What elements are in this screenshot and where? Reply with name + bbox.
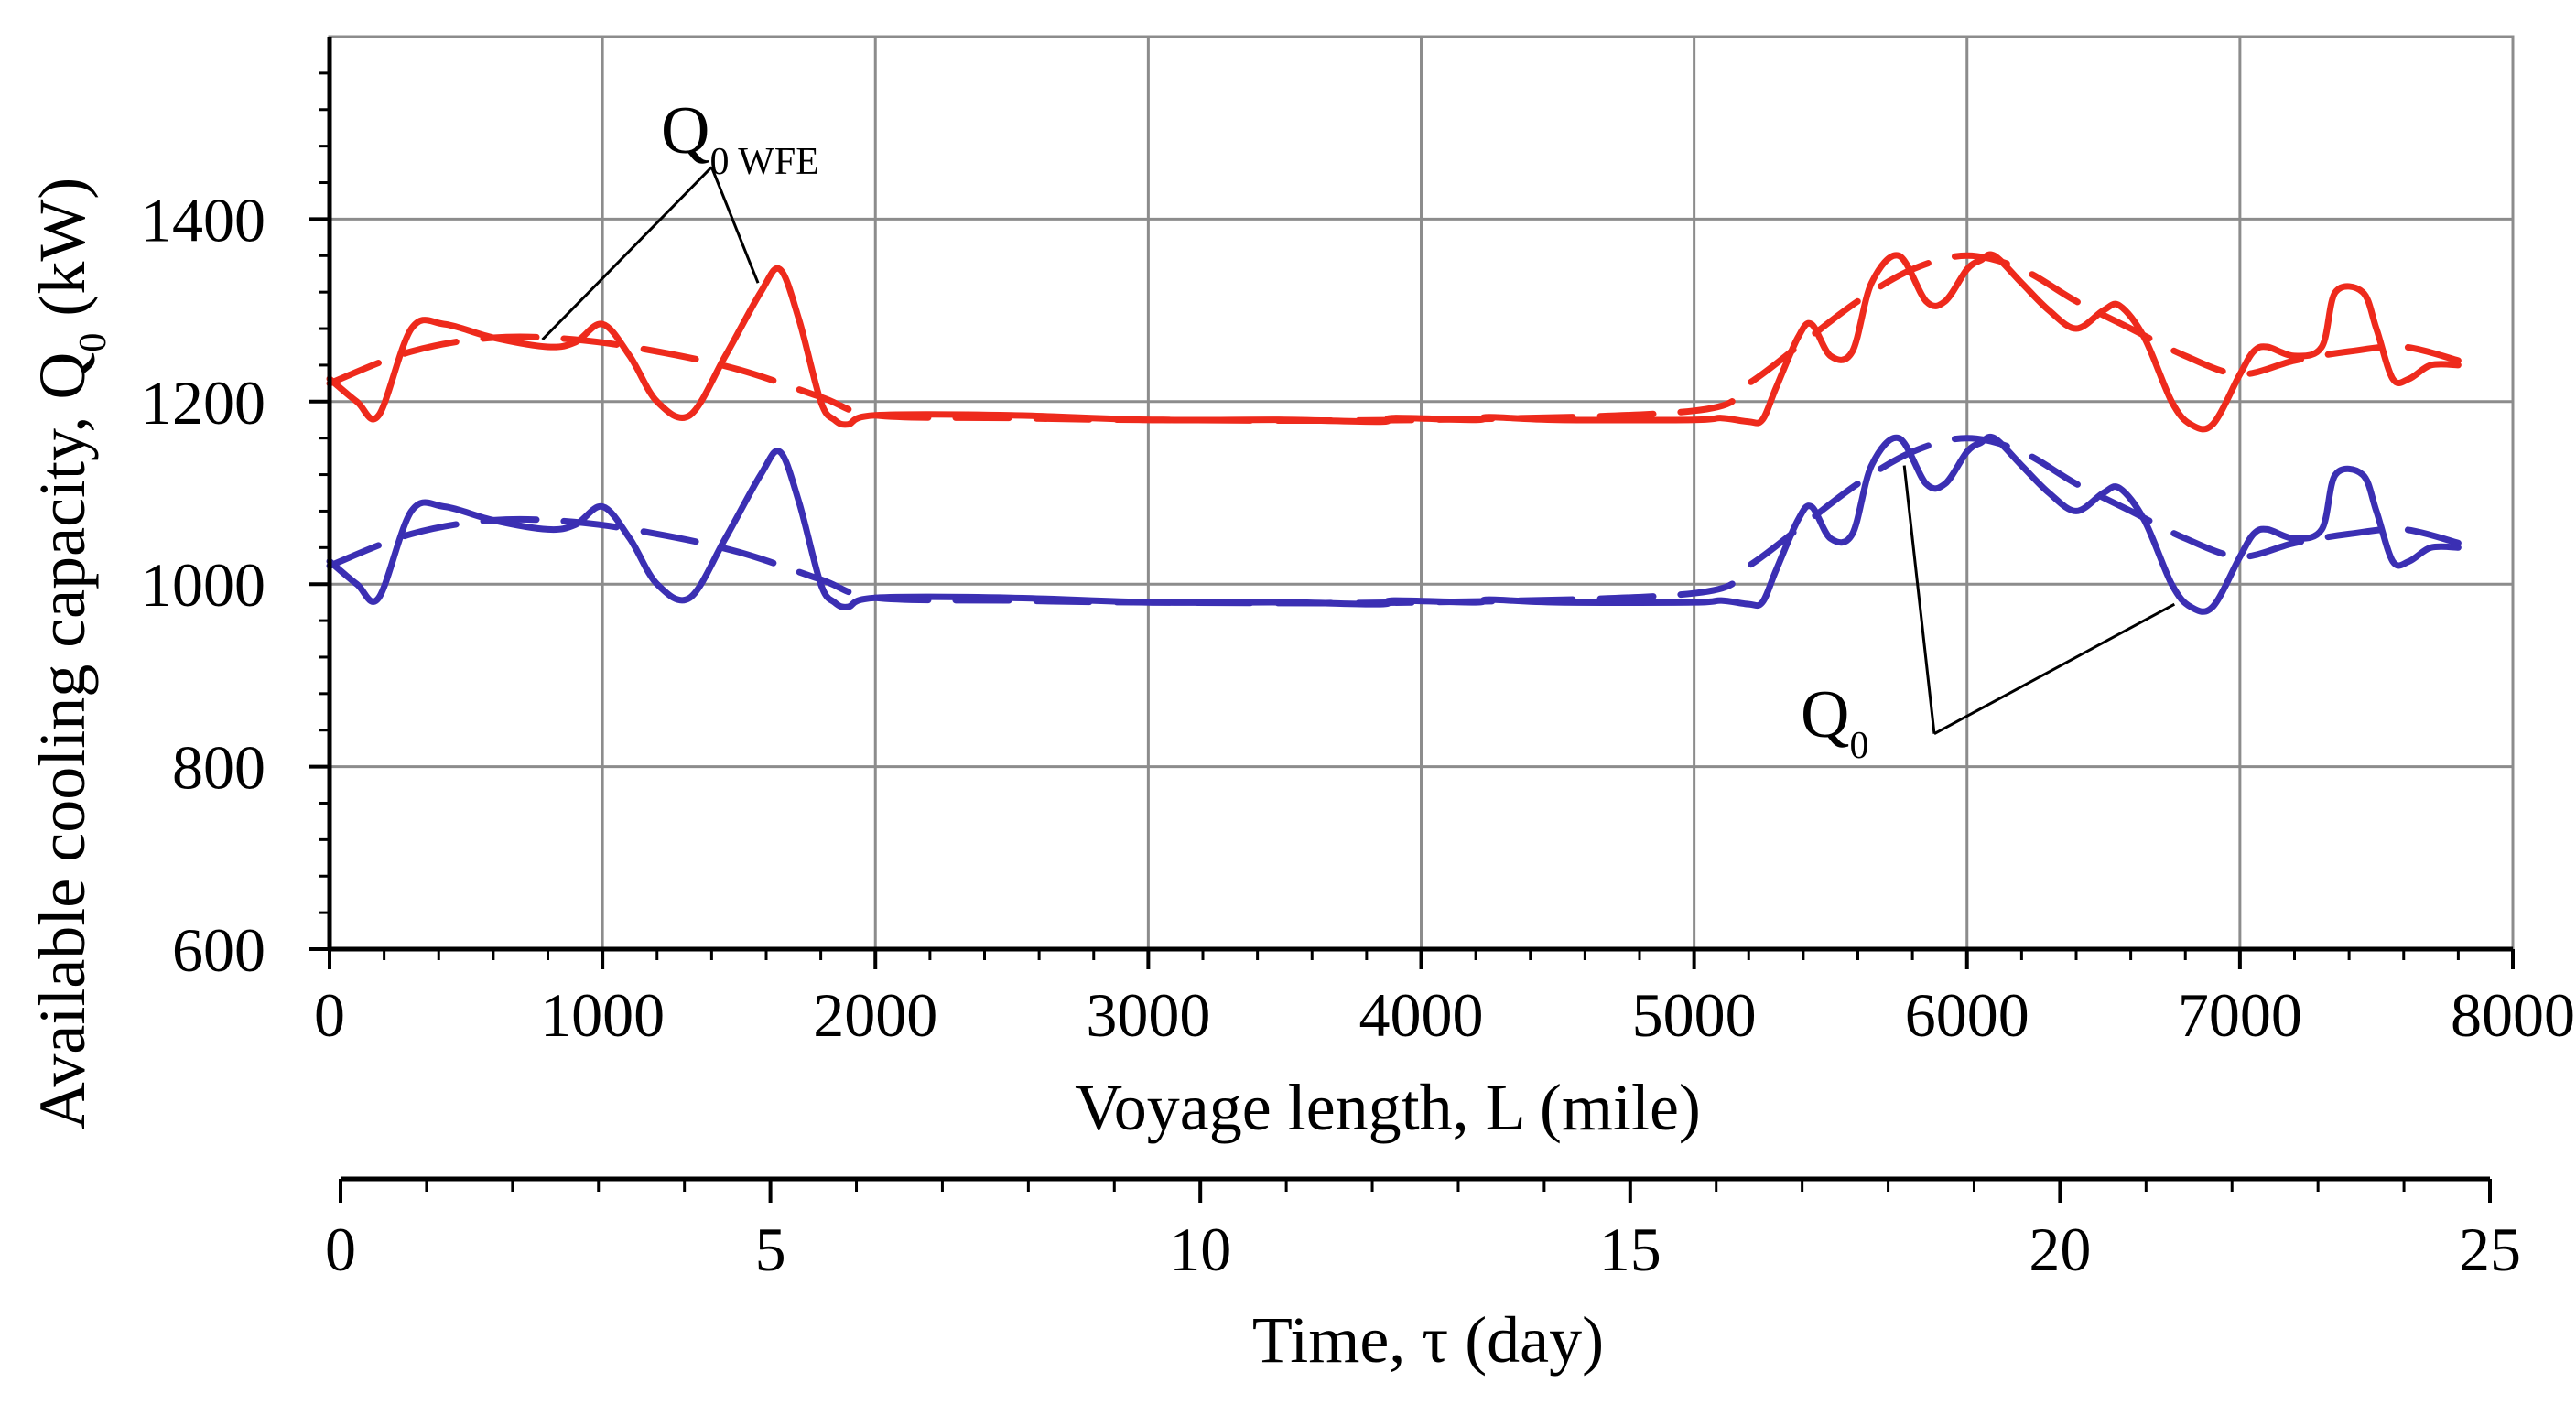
x-tick-label: 5000 bbox=[1632, 980, 1757, 1050]
x-tick-label: 0 bbox=[314, 980, 345, 1050]
time-tick-label: 10 bbox=[1169, 1215, 1231, 1284]
time-tick-labels: 0 5 10 15 20 25 bbox=[325, 1215, 2521, 1284]
time-tick-label: 0 bbox=[325, 1215, 356, 1284]
y-tick-labels: 600 800 1000 1200 1400 bbox=[141, 185, 265, 985]
x-tick-label: 2000 bbox=[813, 980, 937, 1050]
time-axis-title: Time, τ (day) bbox=[1252, 1303, 1604, 1377]
time-tick-label: 20 bbox=[2029, 1215, 2091, 1284]
series-line-q0-trend bbox=[326, 435, 2462, 607]
annotation-leaders bbox=[541, 166, 2176, 736]
x-axis-title: Voyage length, L (mile) bbox=[1075, 1071, 1701, 1144]
annotation-q0-main: Q bbox=[1801, 677, 1849, 752]
x-tick-labels: 0 1000 2000 3000 4000 5000 6000 7000 8000 bbox=[314, 980, 2575, 1050]
series-line-q0-wfe-trend bbox=[326, 252, 2462, 425]
y-axis-title-sub: 0 bbox=[72, 333, 114, 352]
y-tick-label: 600 bbox=[172, 915, 265, 985]
y-axis-title-main: Available cooling capacity, Q bbox=[26, 352, 99, 1130]
leader-q0-left bbox=[1902, 465, 1936, 734]
y-tick-label: 1000 bbox=[141, 550, 265, 620]
leader-q0-right bbox=[1933, 602, 2176, 736]
series-layer bbox=[326, 251, 2462, 615]
time-tick-label: 5 bbox=[755, 1215, 786, 1284]
x-tick-label: 6000 bbox=[1905, 980, 2029, 1050]
y-axis-title: Available cooling capacity, Q0 (kW) bbox=[26, 178, 114, 1130]
annotation-q0-wfe-sub: 0 WFE bbox=[709, 141, 818, 183]
x-tick-label: 8000 bbox=[2451, 980, 2575, 1050]
leader-q0-wfe-right bbox=[709, 167, 760, 284]
x-tick-label: 7000 bbox=[2178, 980, 2302, 1050]
axes bbox=[309, 35, 2515, 1203]
time-tick-label: 25 bbox=[2459, 1215, 2521, 1284]
time-tick-label: 15 bbox=[1599, 1215, 1661, 1284]
y-axis-title-unit: (kW) bbox=[26, 178, 99, 333]
y-tick-label: 800 bbox=[172, 733, 265, 803]
annotation-q0-wfe: Q0 WFE bbox=[661, 93, 819, 183]
y-tick-label: 1400 bbox=[141, 185, 265, 254]
leader-q0-wfe-left bbox=[541, 166, 713, 341]
annotation-q0-sub: 0 bbox=[1849, 725, 1868, 767]
x-tick-label: 3000 bbox=[1086, 980, 1210, 1050]
series-line-q0-wfe-actual bbox=[326, 251, 2462, 433]
x-tick-label: 4000 bbox=[1359, 980, 1484, 1050]
annotation-q0: Q0 bbox=[1801, 677, 1868, 767]
grid bbox=[330, 37, 2513, 949]
y-tick-label: 1200 bbox=[141, 368, 265, 437]
annotation-q0-wfe-main: Q bbox=[661, 93, 709, 168]
series-line-q0-actual bbox=[326, 433, 2462, 615]
x-tick-label: 1000 bbox=[540, 980, 665, 1050]
